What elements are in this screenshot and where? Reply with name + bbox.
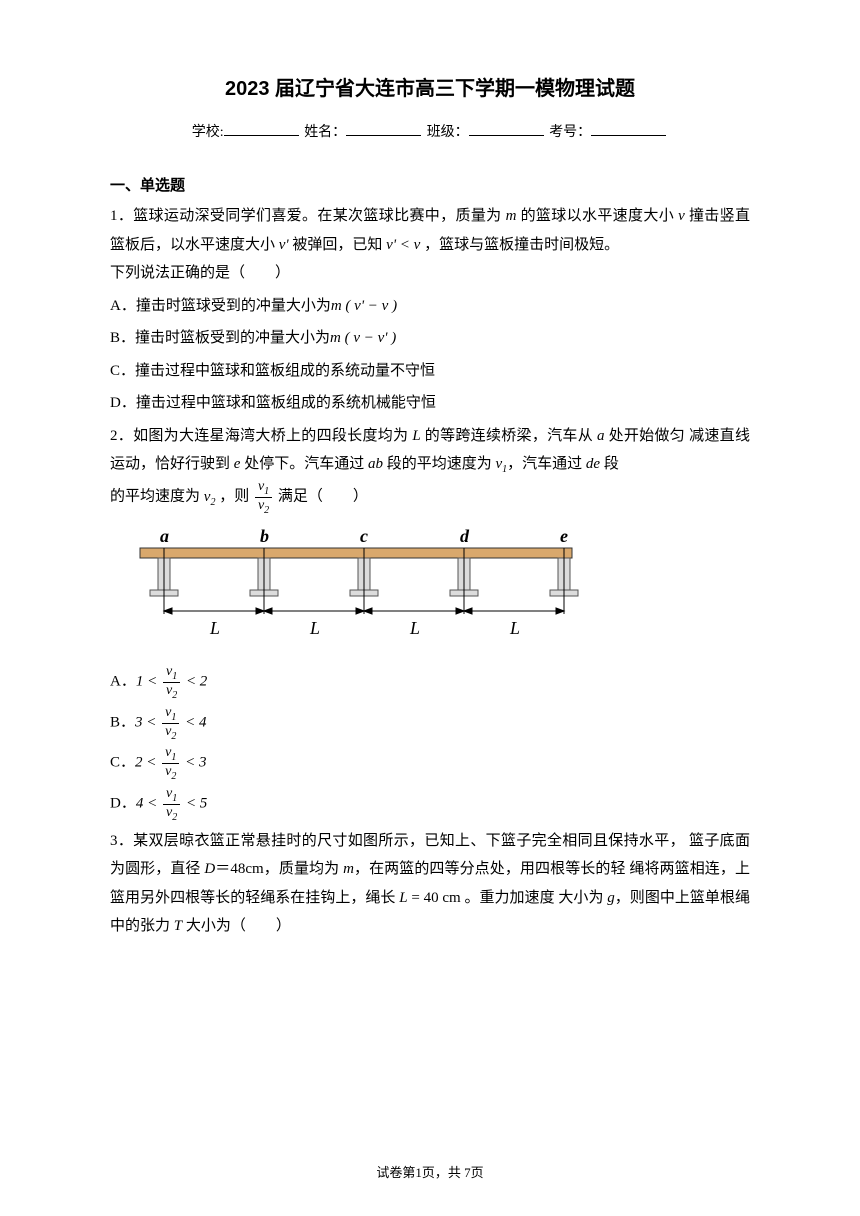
page-footer: 试卷第1页，共 7页 bbox=[0, 1161, 860, 1186]
q3-T: T bbox=[174, 918, 182, 934]
bridge-diagram: a b c d e L L L L bbox=[120, 526, 750, 657]
q2-optD-frac: v1v2 bbox=[163, 786, 180, 823]
meta-line: 学校: 姓名： 班级： 考号： bbox=[110, 120, 750, 147]
dim-L3: L bbox=[409, 618, 420, 638]
q1-optB-text: B．撞击时篮板受到的冲量大小为 bbox=[110, 330, 330, 346]
q2-fds: 2 bbox=[264, 505, 269, 516]
q2-t6: 段的平均速度为 bbox=[383, 456, 496, 472]
q2-optD-r: < 5 bbox=[186, 796, 207, 812]
q2-optD: D．4 < v1v2 < 5 bbox=[110, 786, 750, 823]
class-blank bbox=[469, 122, 544, 136]
label-d: d bbox=[460, 526, 470, 546]
label-c: c bbox=[360, 526, 368, 546]
q1-t2: 的篮球以水平速度大小 bbox=[516, 208, 678, 224]
dim-L2: L bbox=[309, 618, 320, 638]
q1-optA-text: A．撞击时篮球受到的冲量大小为 bbox=[110, 298, 331, 314]
q2-t9: 的平均速度为 bbox=[110, 489, 204, 505]
label-b: b bbox=[260, 526, 269, 546]
q1-vp: v' bbox=[279, 237, 289, 253]
label-e: e bbox=[560, 526, 568, 546]
q1-optA: A．撞击时篮球受到的冲量大小为m ( v' − v ) bbox=[110, 292, 750, 321]
q2-t11: 满足（ ） bbox=[278, 489, 368, 505]
q3-t7: 大小为 bbox=[558, 890, 607, 906]
q3-t3: ，质量均为 bbox=[264, 861, 343, 877]
q1-v: v bbox=[678, 208, 685, 224]
q2-optB-r: < 4 bbox=[185, 715, 206, 731]
q2-optB-frac: v1v2 bbox=[162, 705, 179, 742]
q1-m: m bbox=[506, 208, 517, 224]
q2-optA: A．1 < v1v2 < 2 bbox=[110, 664, 750, 701]
q2-optB-pre: B． bbox=[110, 715, 135, 731]
q1-t1: 1．篮球运动深受同学们喜爱。在某次篮球比赛中，质量为 bbox=[110, 208, 506, 224]
q1-optD: D．撞击过程中篮球和篮板组成的系统机械能守恒 bbox=[110, 389, 750, 418]
q2-optC-r: < 3 bbox=[185, 755, 206, 771]
page-title: 2023 届辽宁省大连市高三下学期一模物理试题 bbox=[110, 70, 750, 108]
bridge-deck bbox=[140, 548, 572, 558]
q2-t2: 的等跨连续桥梁，汽车从 bbox=[421, 428, 597, 444]
q2-optD-l: 4 < bbox=[136, 796, 157, 812]
q1-prompt: 下列说法正确的是（ ） bbox=[110, 259, 750, 288]
q2-v2: v2 bbox=[204, 489, 216, 505]
section-1-header: 一、单选题 bbox=[110, 172, 750, 201]
q1-t5: ，篮球与篮板撞击时间极短。 bbox=[420, 237, 619, 253]
q2-a: a bbox=[597, 428, 605, 444]
q1-t4: 被弹回，已知 bbox=[289, 237, 387, 253]
q2-optC: C．2 < v1v2 < 3 bbox=[110, 745, 750, 782]
q2-v1: v1 bbox=[495, 456, 507, 472]
q1-cond: v' < v bbox=[386, 237, 420, 253]
q3-t4: ，在两篮的四等分点处，用四根等长的轻 bbox=[354, 861, 626, 877]
label-a: a bbox=[160, 526, 169, 546]
q1-optB-expr: m ( v − v' ) bbox=[330, 330, 396, 346]
dim-L1: L bbox=[209, 618, 220, 638]
q3-D: D bbox=[204, 861, 215, 877]
name-label: 姓名： bbox=[304, 125, 346, 140]
q2-frac: v1 v2 bbox=[255, 479, 272, 516]
q3-t1: 3．某双层晾衣篮正常悬挂时的尺寸如图所示，已知上、下篮子完全相同且保持水平， bbox=[110, 833, 685, 849]
question-2: 2．如图为大连星海湾大桥上的四段长度均为 L 的等跨连续桥梁，汽车从 a 处开始… bbox=[110, 422, 750, 480]
q2-optC-frac: v1v2 bbox=[162, 745, 179, 782]
q3-eq: ＝48cm bbox=[215, 861, 264, 877]
q2-optA-r: < 2 bbox=[186, 674, 207, 690]
q1-optB: B．撞击时篮板受到的冲量大小为m ( v − v' ) bbox=[110, 324, 750, 353]
q1-optA-expr: m ( v' − v ) bbox=[331, 298, 397, 314]
q3-t6: 。重力加速度 bbox=[461, 890, 555, 906]
q3-m: m bbox=[343, 861, 354, 877]
q2-optC-l: 2 < bbox=[135, 755, 156, 771]
q2-t5: 处停下。汽车通过 bbox=[240, 456, 368, 472]
q2-t10: ，则 bbox=[215, 489, 253, 505]
q2-fns: 1 bbox=[264, 486, 269, 497]
q2-t1: 2．如图为大连星海湾大桥上的四段长度均为 bbox=[110, 428, 412, 444]
q3-g: g bbox=[607, 890, 615, 906]
q2-optB: B．3 < v1v2 < 4 bbox=[110, 705, 750, 742]
name-blank bbox=[346, 122, 421, 136]
q2-t7: ，汽车通过 bbox=[507, 456, 586, 472]
q2-t3: 处开始做匀 bbox=[605, 428, 686, 444]
q3-L: L bbox=[399, 890, 407, 906]
q1-optC: C．撞击过程中篮球和篮板组成的系统动量不守恒 bbox=[110, 357, 750, 386]
dim-L4: L bbox=[509, 618, 520, 638]
examnum-label: 考号： bbox=[549, 125, 591, 140]
q3-t9: 大小为（ ） bbox=[182, 918, 291, 934]
q2-optA-pre: A． bbox=[110, 674, 136, 690]
q2-line3: 的平均速度为 v2 ，则 v1 v2 满足（ ） bbox=[110, 479, 750, 516]
class-label: 班级： bbox=[427, 125, 469, 140]
q2-optA-l: 1 < bbox=[136, 674, 157, 690]
q2-t8: 段 bbox=[600, 456, 619, 472]
q2-L: L bbox=[412, 428, 420, 444]
q2-optD-pre: D． bbox=[110, 796, 136, 812]
q2-ab: ab bbox=[368, 456, 383, 472]
q2-optC-pre: C． bbox=[110, 755, 135, 771]
question-1: 1．篮球运动深受同学们喜爱。在某次篮球比赛中，质量为 m 的篮球以水平速度大小 … bbox=[110, 202, 750, 259]
q2-de: de bbox=[586, 456, 600, 472]
q2-optA-frac: v1v2 bbox=[163, 664, 180, 701]
question-3: 3．某双层晾衣篮正常悬挂时的尺寸如图所示，已知上、下篮子完全相同且保持水平， 篮… bbox=[110, 827, 750, 941]
q3-Leq: = 40 cm bbox=[408, 890, 461, 906]
q2-optB-l: 3 < bbox=[135, 715, 156, 731]
school-label: 学校: bbox=[192, 125, 224, 140]
examnum-blank bbox=[591, 122, 666, 136]
school-blank bbox=[224, 122, 299, 136]
